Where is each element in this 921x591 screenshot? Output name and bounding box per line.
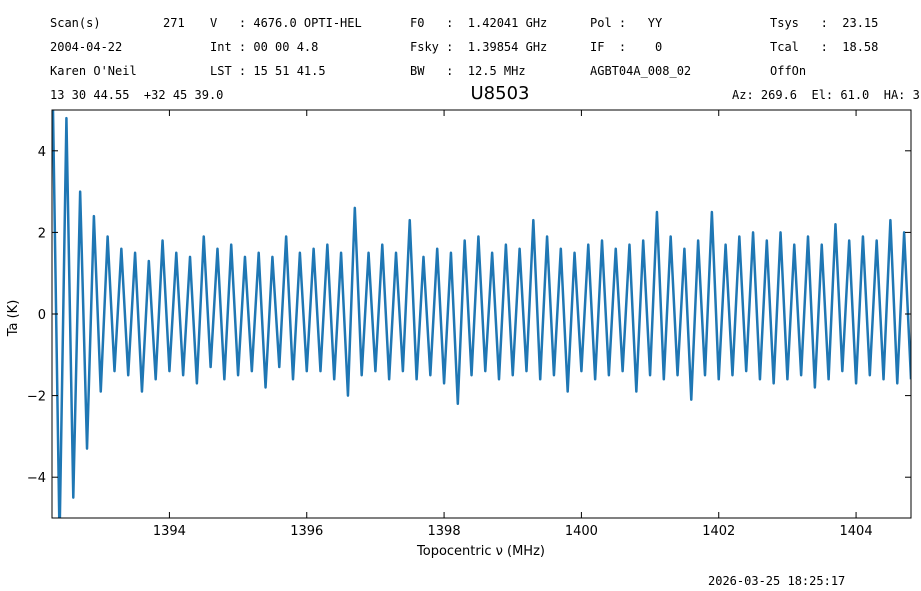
header-field: Tsys : 23.15	[770, 16, 878, 30]
header-field: AGBT04A_008_02	[590, 64, 691, 78]
header-field: 271	[163, 16, 185, 30]
header-field: 13 30 44.55 +32 45 39.0	[50, 88, 223, 102]
header-field: 2004-04-22	[50, 40, 122, 54]
header-field: BW : 12.5 MHz	[410, 64, 526, 78]
header-field: Tcal : 18.58	[770, 40, 878, 54]
x-tick-label: 1396	[290, 524, 323, 539]
header-field: Scan(s)	[50, 16, 101, 30]
header-field: V : 4676.0 OPTI-HEL	[210, 16, 362, 30]
x-tick-label: 1402	[702, 524, 735, 539]
timestamp: 2026-03-25 18:25:17	[708, 574, 845, 588]
header-field: Az: 269.6 El: 61.0 HA: 3	[732, 88, 920, 102]
header-field: Pol : YY	[590, 16, 663, 30]
header-field: OffOn	[770, 64, 806, 78]
x-tick-label: 1404	[840, 524, 873, 539]
y-tick-label: 2	[38, 226, 46, 241]
spectrum-line	[52, 110, 911, 518]
y-tick-label: −2	[27, 390, 46, 405]
y-tick-label: 4	[38, 145, 46, 160]
chart-title: U8503	[471, 83, 530, 104]
header-field: Fsky : 1.39854 GHz	[410, 40, 547, 54]
header-field: LST : 15 51 41.5	[210, 64, 326, 78]
plot-area	[52, 110, 911, 518]
y-tick-label: −4	[27, 471, 46, 486]
header-field: F0 : 1.42041 GHz	[410, 16, 547, 30]
header-field: IF : 0	[590, 40, 662, 54]
y-tick-label: 0	[38, 308, 46, 323]
x-tick-label: 1398	[428, 524, 461, 539]
header-field: Int : 00 00 4.8	[210, 40, 318, 54]
x-axis-label: Topocentric ν (MHz)	[416, 544, 545, 559]
header-field: Karen O'Neil	[50, 64, 137, 78]
x-tick-label: 1394	[153, 524, 186, 539]
y-axis-label: Ta (K)	[6, 300, 21, 338]
x-tick-label: 1400	[565, 524, 598, 539]
